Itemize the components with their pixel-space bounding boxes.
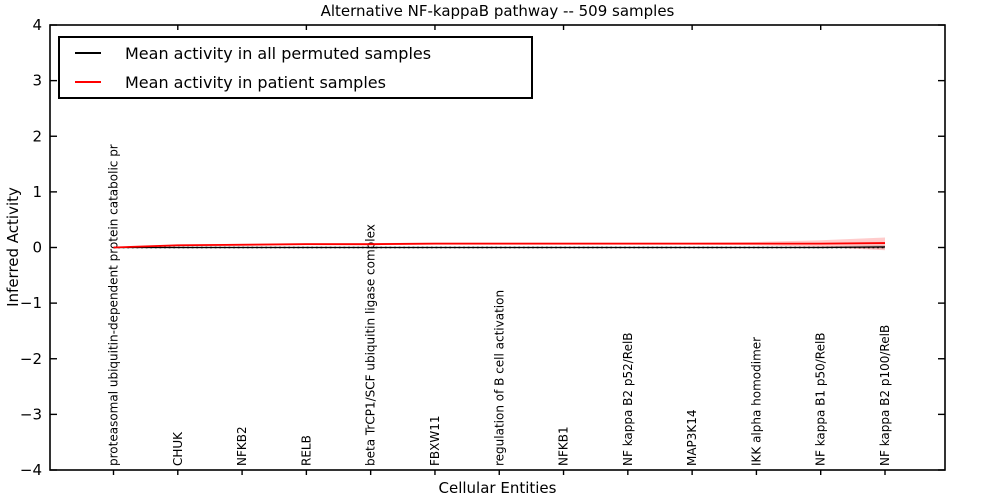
y-tick-label: −3	[20, 405, 42, 423]
permuted-mean-line	[113, 246, 886, 249]
legend-box: Mean activity in all permuted samples Me…	[58, 36, 533, 99]
x-axis-label: Cellular Entities	[438, 479, 557, 497]
entity-tick-label: CHUK	[171, 431, 185, 466]
y-tick-label: 0	[32, 239, 42, 257]
y-tick-label: 2	[32, 127, 42, 145]
y-tick-label: −2	[20, 350, 42, 368]
legend-label-patient: Mean activity in patient samples	[125, 72, 386, 92]
entity-tick-label: RELB	[299, 435, 313, 466]
entity-tick-label: NFKB2	[235, 426, 249, 466]
y-tick-label: 1	[32, 183, 42, 201]
y-axis-label: Inferred Activity	[4, 187, 22, 307]
entity-tick-label: regulation of B cell activation	[492, 290, 506, 466]
legend-item-patient: Mean activity in patient samples	[75, 69, 531, 96]
legend-label-permuted: Mean activity in all permuted samples	[125, 43, 432, 63]
entity-tick-label: NFKB1	[557, 426, 571, 466]
patient-mean-line	[113, 242, 886, 249]
chart-title: Alternative NF-kappaB pathway -- 509 sam…	[320, 2, 675, 20]
entity-tick-label: NF kappa B1 p50/RelB	[814, 332, 828, 466]
entity-tick-label: beta TrCP1/SCF ubiquitin ligase complex	[364, 224, 378, 466]
entity-tick-label: MAP3K14	[685, 409, 699, 466]
y-tick-label: 4	[32, 16, 42, 34]
y-tick-label: 3	[32, 72, 42, 90]
entity-tick-label: NF kappa B2 p52/RelB	[621, 332, 635, 466]
entity-tick-label: IKK alpha homodimer	[749, 337, 763, 466]
patient-line-sample	[75, 81, 101, 83]
legend-item-permuted: Mean activity in all permuted samples	[75, 40, 531, 67]
entity-tick-label: proteasomal ubiquitin-dependent protein …	[107, 144, 121, 466]
entity-tick-label: FBXW11	[428, 416, 442, 467]
permuted-line-sample	[75, 52, 101, 54]
entity-tick-label: NF kappa B2 p100/RelB	[878, 325, 892, 466]
y-tick-label: −4	[20, 461, 42, 479]
y-tick-label: −1	[20, 294, 42, 312]
